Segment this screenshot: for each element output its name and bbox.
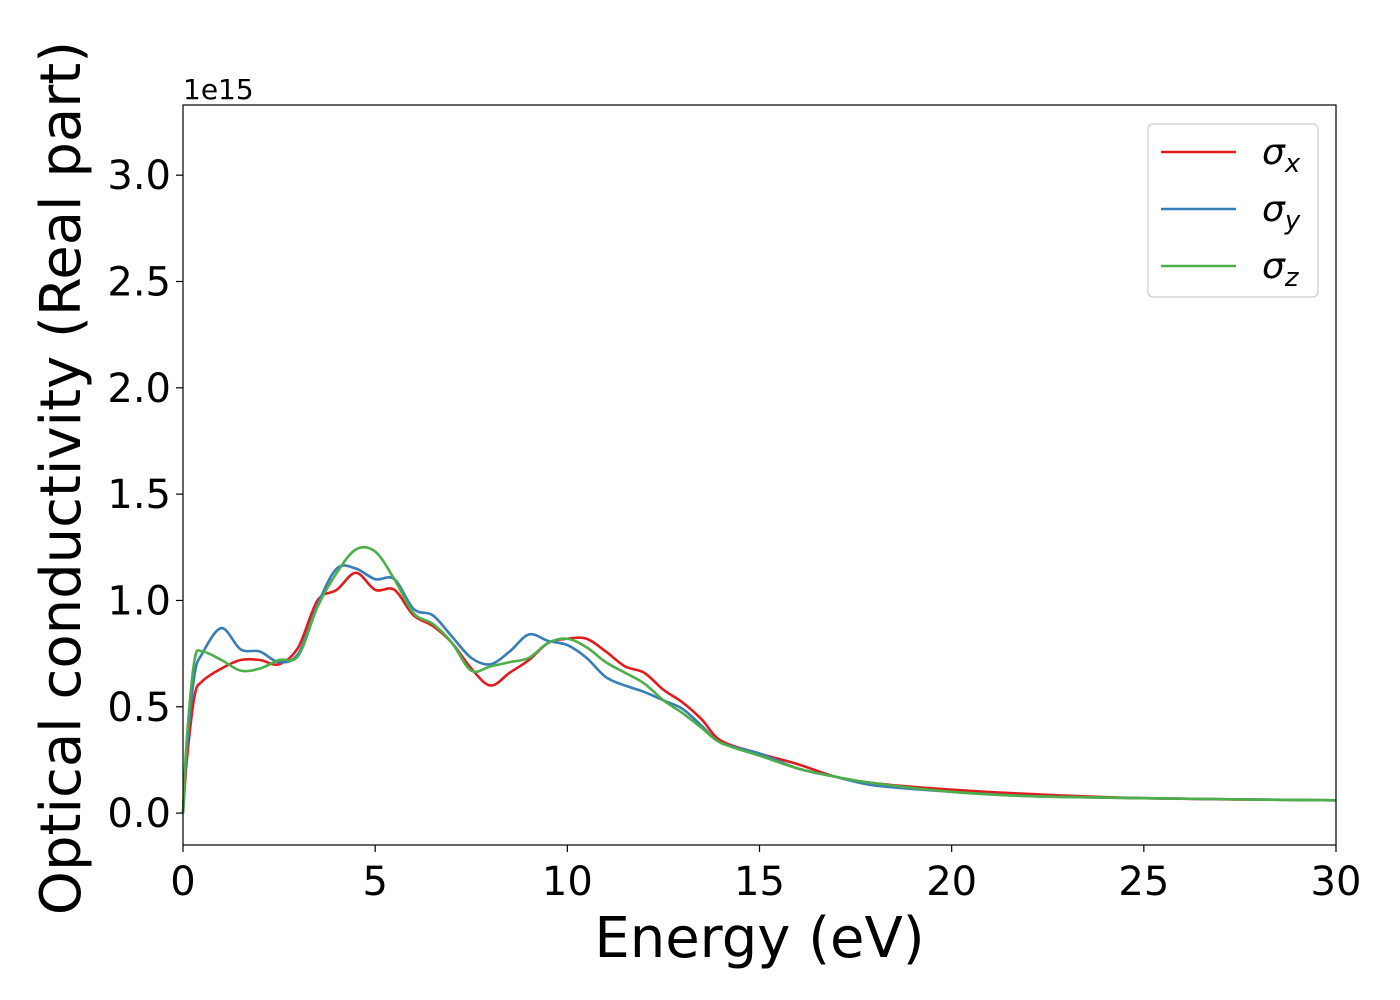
legend-label-z: σz xyxy=(1262,246,1300,293)
legend-label-y: σy xyxy=(1262,189,1301,236)
y-offset-label: 1e15 xyxy=(183,73,254,106)
legend-label-x: σx xyxy=(1262,132,1301,179)
y-axis: 0.0 0.5 1.0 1.5 2.0 2.5 3.0 xyxy=(107,153,183,837)
y-tick-label: 2.5 xyxy=(107,259,171,305)
y-tick-label: 0.0 xyxy=(107,791,171,837)
series-lines xyxy=(181,545,1337,814)
series-line-y xyxy=(181,564,1337,814)
x-axis: 0 5 10 15 20 25 30 xyxy=(170,845,1361,905)
legend-box xyxy=(1147,123,1319,298)
y-tick-label: 2.0 xyxy=(107,366,171,412)
x-tick-label: 5 xyxy=(362,859,387,905)
x-tick-label: 25 xyxy=(1118,859,1169,905)
y-tick-label: 1.5 xyxy=(107,472,171,518)
y-tick-label: 3.0 xyxy=(107,153,171,199)
x-axis-title: Energy (eV) xyxy=(594,906,924,971)
y-axis-title: Optical conductivity (Real part) xyxy=(29,41,94,915)
y-tick-label: 0.5 xyxy=(107,685,171,731)
legend: σx σy σz xyxy=(1147,123,1319,298)
x-tick-label: 15 xyxy=(734,859,785,905)
x-tick-label: 20 xyxy=(926,859,977,905)
x-tick-label: 30 xyxy=(1311,859,1362,905)
series-line-z xyxy=(181,545,1337,814)
y-tick-label: 1.0 xyxy=(107,578,171,624)
x-tick-label: 10 xyxy=(542,859,593,905)
x-tick-label: 0 xyxy=(170,859,195,905)
series-line-x xyxy=(181,571,1337,814)
